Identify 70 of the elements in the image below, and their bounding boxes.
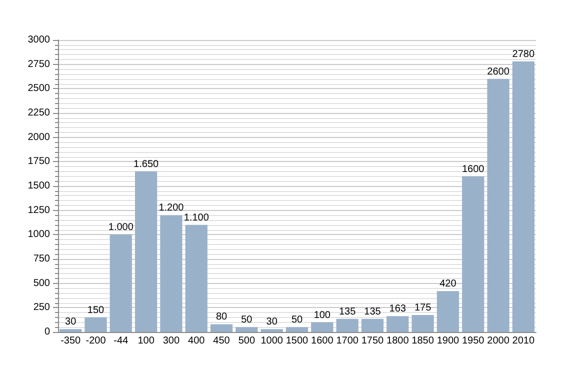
bar <box>260 329 283 332</box>
bar <box>236 327 258 332</box>
data-label: 1.650 <box>134 158 159 170</box>
data-label: 135 <box>338 306 356 318</box>
y-tick-label: 250 <box>33 302 50 314</box>
x-tick-label: 1600 <box>311 336 334 346</box>
y-tick-label: 750 <box>33 254 50 264</box>
data-label: 30 <box>266 316 278 328</box>
x-tick-label: 1700 <box>336 336 359 346</box>
x-tick-label: 2000 <box>487 336 510 346</box>
bar <box>60 329 82 332</box>
bar <box>286 327 308 332</box>
x-tick-label: 1750 <box>361 336 384 346</box>
x-tick-label: 1800 <box>386 336 410 346</box>
y-tick-label: 2250 <box>28 108 50 118</box>
data-label: 420 <box>440 278 457 290</box>
data-label: 1.100 <box>184 212 210 224</box>
x-tick-label: -350 <box>60 336 82 346</box>
data-label: 100 <box>314 310 331 321</box>
x-tick-label: -200 <box>86 336 106 346</box>
x-tick-label: 450 <box>213 336 230 346</box>
x-tick-label: 1500 <box>286 336 309 346</box>
bar <box>210 324 233 332</box>
x-tick-label: 1850 <box>412 336 434 346</box>
bar <box>487 78 510 332</box>
x-tick-label: 1950 <box>462 336 485 346</box>
x-tick-label: 100 <box>138 336 155 346</box>
bar <box>311 322 334 332</box>
y-tick-label: 0 <box>44 326 50 338</box>
data-label: 80 <box>216 312 228 323</box>
data-label: 1.200 <box>158 202 184 214</box>
data-label: 2600 <box>487 66 510 78</box>
y-tick-label: 2000 <box>28 132 50 143</box>
data-label: 1.000 <box>108 222 134 234</box>
y-tick-label: 3000 <box>28 34 50 46</box>
bar <box>110 234 132 332</box>
x-tick-label: 400 <box>188 336 206 346</box>
data-label: 30 <box>65 316 77 328</box>
data-label: 135 <box>364 306 382 318</box>
data-label: 163 <box>389 304 406 315</box>
data-label: 50 <box>241 314 253 326</box>
bar <box>336 318 358 332</box>
bar <box>134 171 158 332</box>
data-label: 175 <box>414 302 432 314</box>
x-tick-label: 500 <box>238 336 256 346</box>
bar <box>512 61 534 332</box>
bar <box>84 317 107 332</box>
bar <box>160 215 182 332</box>
x-tick-label: 300 <box>162 336 180 346</box>
bar <box>361 318 384 332</box>
bar <box>386 316 409 332</box>
bar <box>185 224 208 332</box>
y-tick-label: 1750 <box>28 156 50 168</box>
y-tick-label: 2500 <box>28 83 50 94</box>
data-label: 1600 <box>462 164 485 175</box>
data-label: 150 <box>87 304 105 316</box>
bar <box>462 176 484 332</box>
y-tick-label: 2750 <box>28 58 50 70</box>
bar <box>412 314 434 332</box>
bar <box>436 291 460 332</box>
x-tick-label: 2010 <box>512 336 535 346</box>
y-tick-label: 1000 <box>28 229 50 240</box>
x-tick-label: 1900 <box>436 336 460 346</box>
data-label: 50 <box>291 314 303 326</box>
y-tick-label: 1500 <box>28 180 50 192</box>
y-tick-label: 1250 <box>28 204 50 216</box>
x-tick-label: -44 <box>114 336 129 346</box>
x-tick-label: 1000 <box>260 336 284 346</box>
data-label: 2780 <box>512 48 535 60</box>
y-tick-label: 500 <box>33 278 50 289</box>
